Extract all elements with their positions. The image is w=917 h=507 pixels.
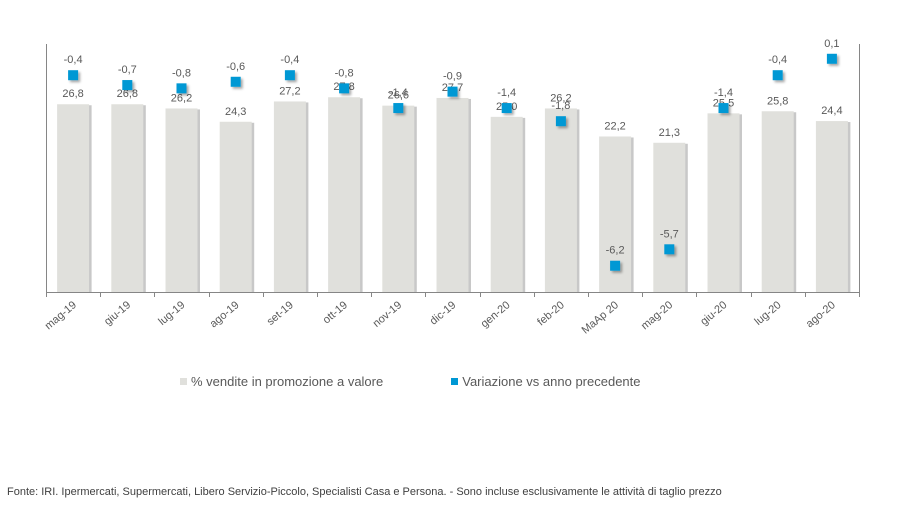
bar-data-label: 26,2 bbox=[550, 92, 571, 104]
x-tick-label: giu-20 bbox=[698, 299, 729, 328]
bar-data-label: 22,2 bbox=[604, 120, 625, 132]
bar-data-label: 24,4 bbox=[821, 105, 842, 117]
bar bbox=[707, 113, 740, 293]
x-tick-label: feb-20 bbox=[535, 299, 567, 328]
scatter-data-label: -1,8 bbox=[551, 100, 570, 112]
bar bbox=[653, 142, 686, 292]
scatter-point bbox=[176, 83, 187, 94]
bar-data-label: 27,2 bbox=[279, 85, 300, 97]
scatter-data-label: -0,9 bbox=[443, 71, 462, 83]
legend-item-points: Variazione vs anno precedente bbox=[451, 374, 641, 389]
scatter-data-label: -0,6 bbox=[226, 61, 245, 73]
scatter-point bbox=[339, 83, 350, 94]
source-footnote: Fonte: IRI. Ipermercati, Supermercati, L… bbox=[7, 486, 722, 498]
bar bbox=[490, 116, 523, 292]
bar bbox=[815, 121, 848, 292]
scatter-series bbox=[68, 53, 837, 271]
scatter-point bbox=[826, 53, 837, 64]
x-tick-label: gen-20 bbox=[479, 299, 513, 330]
bar bbox=[761, 111, 794, 292]
scatter-point bbox=[230, 76, 241, 87]
legend-label-points: Variazione vs anno precedente bbox=[462, 374, 641, 389]
scatter-point bbox=[501, 103, 512, 114]
scatter-point bbox=[393, 103, 404, 114]
scatter-point bbox=[772, 70, 783, 81]
scatter-point bbox=[284, 70, 295, 81]
x-tick-label: mag-19 bbox=[43, 299, 79, 332]
x-tick-label: ago-20 bbox=[804, 299, 838, 330]
scatter-data-label: -1,4 bbox=[714, 87, 733, 99]
bar-data-labels: 26,826,826,224,327,227,826,627,725,026,2… bbox=[62, 81, 842, 139]
scatter-data-labels: -0,4 -0,7 -0,8 -0,6 -0,4 -0,8 -1,4 -0,9 -1,4 -1,8… bbox=[64, 38, 840, 257]
bar bbox=[544, 108, 577, 292]
scatter-point bbox=[447, 86, 458, 97]
scatter-data-label: -1,4 bbox=[497, 87, 516, 99]
scatter-point bbox=[555, 116, 566, 127]
x-tick-label: lug-20 bbox=[752, 299, 783, 328]
scatter-point bbox=[610, 260, 621, 271]
bar bbox=[111, 104, 144, 292]
x-tick-label: dic-19 bbox=[428, 299, 459, 327]
bar-series bbox=[57, 97, 851, 293]
bar bbox=[436, 97, 469, 292]
legend-label-bars: % vendite in promozione a valore bbox=[191, 374, 384, 389]
scatter-data-label: -1,4 bbox=[389, 87, 408, 99]
scatter-data-label: -0,8 bbox=[172, 67, 191, 79]
scatter-point bbox=[122, 80, 133, 91]
scatter-data-label: -0,7 bbox=[118, 64, 137, 76]
x-tick-label: ott-19 bbox=[321, 299, 350, 326]
bar-data-label: 26,2 bbox=[171, 92, 192, 104]
bar-data-label: 26,8 bbox=[117, 88, 138, 100]
bar bbox=[165, 108, 198, 292]
bar bbox=[273, 101, 306, 293]
bar-data-label: 26,8 bbox=[62, 88, 83, 100]
bar-data-label: 25,8 bbox=[767, 95, 788, 107]
bar-data-label: 21,3 bbox=[659, 127, 680, 139]
scatter-point bbox=[664, 244, 675, 255]
bar-data-label: 24,3 bbox=[225, 106, 246, 118]
legend-swatch-points bbox=[451, 378, 459, 385]
x-axis-labels: mag-19 giu-19 lug-19 ago-19 set-19 ott-19 nov-… bbox=[43, 299, 838, 336]
scatter-point bbox=[718, 103, 729, 114]
legend-swatch-bars bbox=[180, 378, 187, 385]
x-tick-label: set-19 bbox=[265, 299, 296, 328]
x-tick-label: nov-19 bbox=[371, 299, 404, 330]
chart-canvas: mag-19 giu-19 lug-19 ago-19 set-19 ott-19 nov-… bbox=[43, 38, 860, 337]
scatter-data-label: -0,8 bbox=[335, 67, 354, 79]
x-tick-label: mag-20 bbox=[639, 299, 675, 332]
scatter-data-label: 0,1 bbox=[824, 38, 839, 50]
bar bbox=[57, 104, 90, 292]
legend: % vendite in promozione a valore Variazi… bbox=[180, 374, 709, 389]
scatter-data-label: -0,4 bbox=[64, 54, 83, 66]
bar-data-label: 26,6 bbox=[388, 90, 409, 102]
axes bbox=[46, 44, 860, 297]
scatter-data-label: -0,4 bbox=[768, 54, 787, 66]
scatter-data-label: -6,2 bbox=[606, 245, 625, 257]
legend-item-bars: % vendite in promozione a valore bbox=[180, 374, 383, 389]
scatter-data-label: -5,7 bbox=[660, 228, 679, 240]
x-tick-label: MaAp 20 bbox=[580, 299, 621, 336]
scatter-data-label: -0,4 bbox=[280, 54, 299, 66]
bar bbox=[219, 121, 252, 292]
x-tick-label: giu-19 bbox=[102, 299, 133, 328]
scatter-point bbox=[68, 70, 79, 81]
x-tick-label: lug-19 bbox=[156, 299, 187, 328]
bar bbox=[382, 105, 415, 292]
bar bbox=[328, 97, 361, 292]
x-tick-label: ago-19 bbox=[208, 299, 242, 330]
